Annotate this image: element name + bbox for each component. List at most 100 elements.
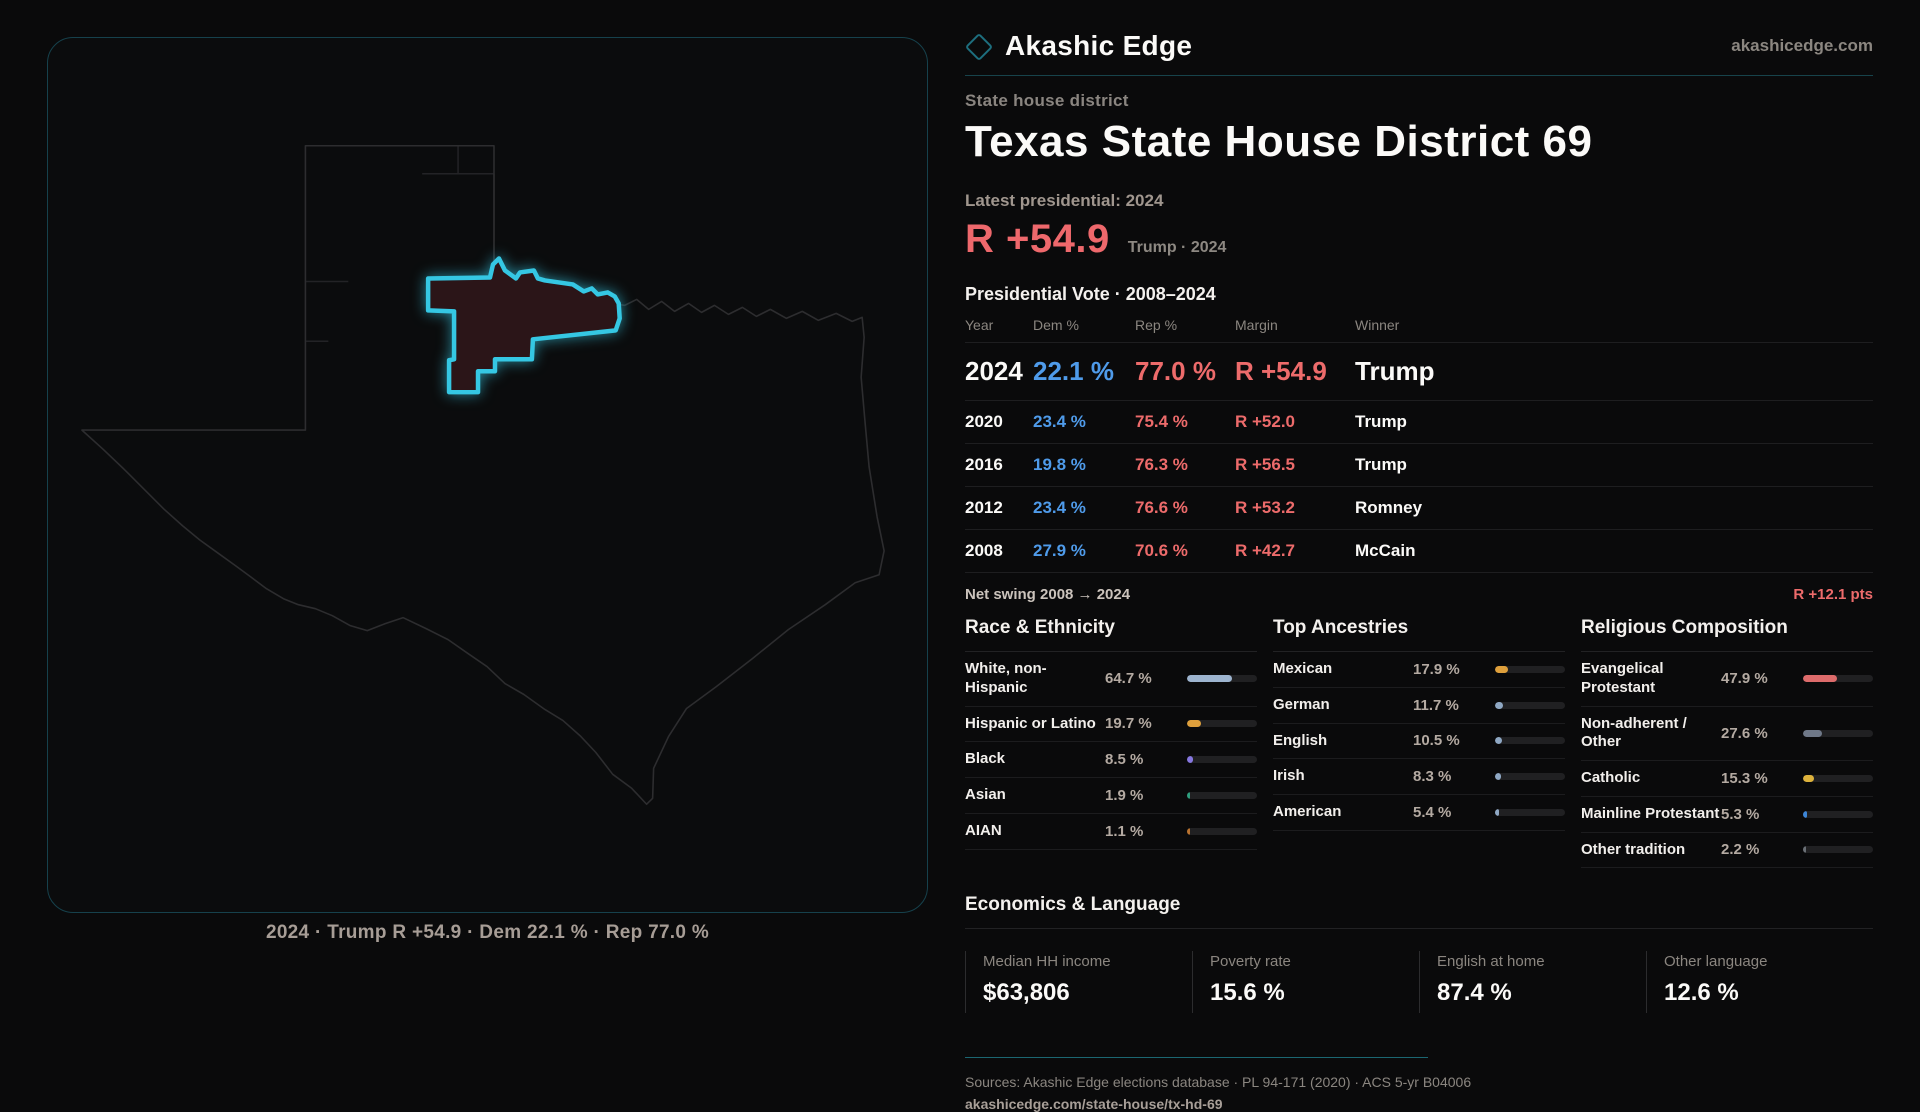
econ-stat-label: Poverty rate [1210,953,1291,971]
demo-column-title: Top Ancestries [1273,617,1409,638]
latest-margin-row: R +54.9 Trump · 2024 [965,217,1873,262]
demo-value: 5.3 % [1721,805,1760,823]
demo-value: 10.5 % [1413,732,1460,750]
econ-stat-value: 87.4 % [1437,979,1512,1007]
econ-stat-label: English at home [1437,953,1545,971]
demo-column-1: Top Ancestries Mexican 17.9 % German 11.7 % E… [1273,617,1565,868]
vote-rep-pct: 77.0 % [1135,356,1216,386]
texas-state-outline [81,144,885,806]
demo-bar-fill [1495,665,1508,673]
demo-label: Catholic [1581,769,1641,786]
footer-divider [965,1057,1428,1059]
econ-stat-label: Median HH income [983,953,1111,971]
demo-bar-fill [1803,729,1822,737]
demo-label: Asian [965,786,1006,803]
demo-bar [1187,756,1257,764]
latest-margin-sub: Trump · 2024 [1127,239,1227,256]
demo-bar-fill [1187,791,1190,799]
vote-col-header-2: Rep % [1135,317,1178,333]
vote-row-2016: 2016 19.8 % 76.3 % R +56.5 Trump [965,444,1873,487]
net-swing-value: R +12.1 pts [1793,586,1873,603]
demo-bar [1495,737,1565,745]
demo-label: English [1273,731,1328,749]
page-title: Texas State House District 69 [965,117,1593,166]
vote-dem-pct: 22.1 % [1033,356,1114,386]
demo-label: Other tradition [1581,840,1686,858]
econ-stat-value: $63,806 [983,979,1070,1007]
demo-label: Black [965,750,1006,768]
district-69-shape[interactable] [425,256,622,395]
econ-stat-2: English at home 87.4 % [1419,951,1646,1014]
vote-winner: Trump [1355,356,1435,386]
econ-stat-3: Other language 12.6 % [1646,951,1873,1014]
map-caption: 2024 · Trump R +54.9 · Dem 22.1 % · Rep … [265,922,710,943]
demo-label: Non-adherent / Other [1581,714,1687,751]
econ-stat-0: Median HH income $63,806 [965,951,1192,1014]
demo-bar [1187,791,1257,799]
demo-row: American 5.4 % [1273,795,1565,831]
economics-title: Economics & Language [965,894,1181,916]
demo-column-title: Race & Ethnicity [965,617,1115,638]
demo-label: Evangelical Protestant [1581,660,1664,696]
demo-bar-fill [1803,846,1806,854]
vote-winner: Romney [1355,498,1423,517]
demo-bar-fill [1495,808,1499,816]
vote-col-header-1: Dem % [1033,317,1079,333]
vote-year: 2016 [965,455,1003,474]
demo-label: American [1273,803,1342,820]
demo-bar [1803,774,1873,782]
vote-margin: R +56.5 [1235,455,1296,474]
header-divider [965,75,1873,76]
demo-value: 19.7 % [1105,715,1152,733]
vote-winner: McCain [1355,541,1416,560]
district-map-panel [47,37,928,913]
demo-row: English 10.5 % [1273,724,1565,760]
brand-domain-link[interactable]: akashicedge.com [1731,36,1873,55]
demo-value: 8.3 % [1413,768,1452,786]
demo-row: Black 8.5 % [965,742,1257,778]
kicker-label: State house district [965,91,1129,110]
vote-year: 2020 [965,412,1003,431]
demo-bar-fill [1187,720,1201,728]
demo-column-title: Religious Composition [1581,617,1788,638]
vote-winner: Trump [1355,412,1407,431]
demo-row: Mexican 17.9 % [1273,652,1565,688]
demo-label: Irish [1273,767,1305,785]
vote-dem-pct: 23.4 % [1033,498,1086,517]
vote-row-2020: 2020 23.4 % 75.4 % R +52.0 Trump [965,401,1873,444]
vote-col-header-0: Year [965,317,994,333]
vote-rep-pct: 76.6 % [1135,498,1188,517]
demo-value: 11.7 % [1413,696,1459,714]
demo-bar [1803,846,1873,854]
demo-row: Mainline Protestant 5.3 % [1581,797,1873,833]
econ-stat-value: 12.6 % [1664,979,1739,1007]
demo-column-divider [965,651,1257,652]
econ-stat-1: Poverty rate 15.6 % [1192,951,1419,1014]
demo-bar-fill [1495,737,1502,745]
vote-col-header-4: Winner [1355,317,1400,333]
vote-year: 2008 [965,541,1003,560]
demo-bar [1495,808,1565,816]
vote-margin: R +52.0 [1235,412,1296,431]
demo-row: Asian 1.9 % [965,778,1257,814]
vote-table: Year Dem % Rep % Margin Winner 2024 22.1 % 77.… [965,317,1873,573]
demo-row: Hispanic or Latino 19.7 % [965,707,1257,743]
vote-margin: R +54.9 [1235,356,1327,386]
vote-col-header-3: Margin [1235,317,1278,333]
demo-value: 15.3 % [1721,769,1768,787]
vote-year: 2024 [965,356,1023,386]
demo-bar [1803,810,1873,818]
vote-winner: Trump [1355,455,1407,474]
demo-column-0: Race & Ethnicity White, non-Hispanic 64.7 … [965,617,1257,868]
vote-table-header: Year Dem % Rep % Margin Winner [965,317,1873,343]
vote-rep-pct: 75.4 % [1135,412,1188,431]
vote-dem-pct: 23.4 % [1033,412,1086,431]
vote-row-2024: 2024 22.1 % 77.0 % R +54.9 Trump [965,343,1873,401]
vote-margin: R +53.2 [1235,498,1296,517]
demo-row: Catholic 15.3 % [1581,761,1873,797]
vote-row-2008: 2008 27.9 % 70.6 % R +42.7 McCain [965,530,1873,573]
demo-label: Mainline Protestant [1581,804,1720,822]
demo-column-divider [1581,651,1873,652]
permalink[interactable]: akashicedge.com/state-house/tx-hd-69 [965,1096,1223,1112]
econ-stat-value: 15.6 % [1210,979,1285,1007]
